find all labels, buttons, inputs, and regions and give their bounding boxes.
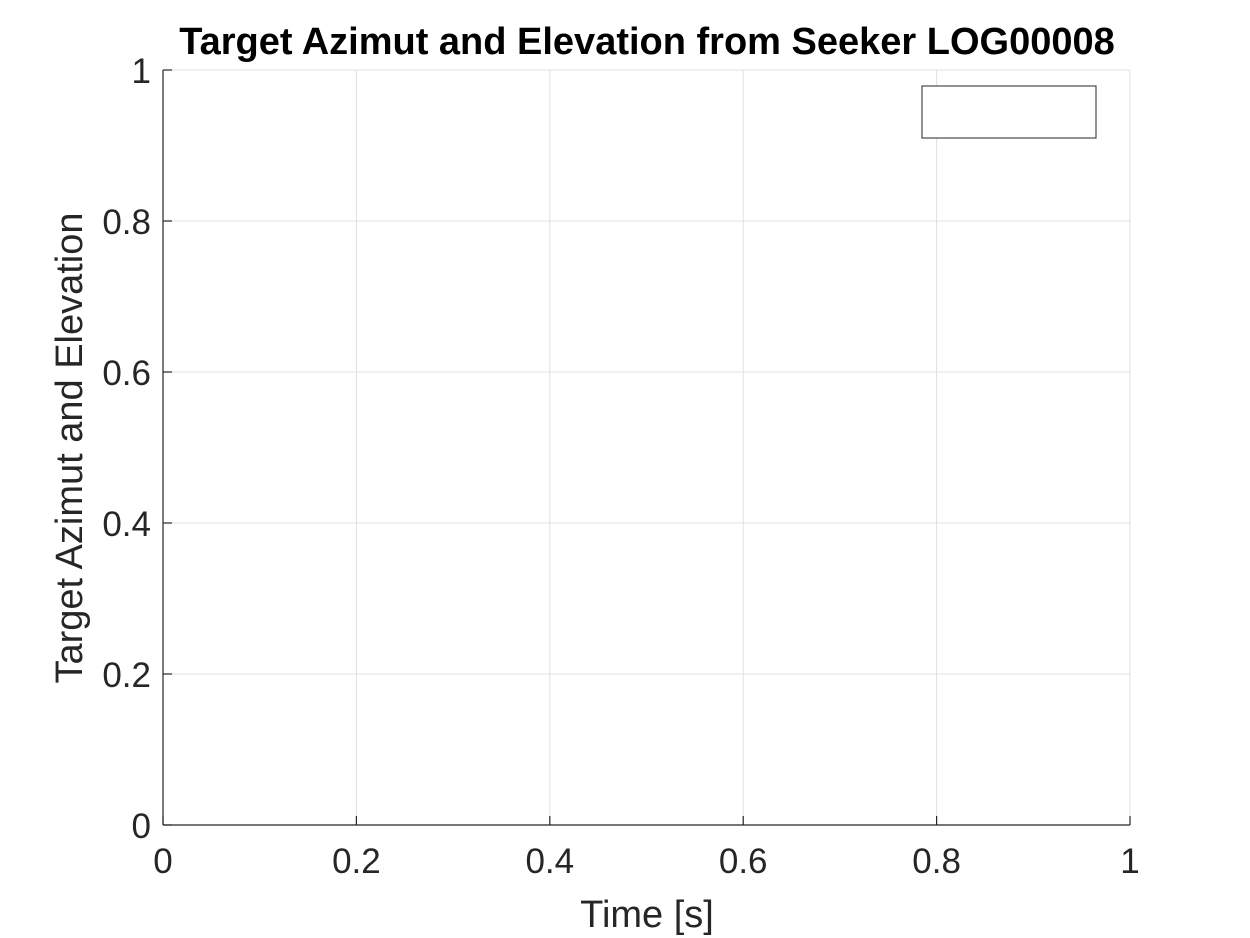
x-tick-label: 0.2	[332, 842, 381, 881]
x-tick-label: 0	[153, 842, 172, 881]
ticks-layer: 0 0.2 0.4 0.6 0.8 1 0 0.2 0.4 0.6 0.8 1	[102, 52, 1139, 881]
x-tick-label: 0.6	[719, 842, 768, 881]
y-tick-label: 0	[132, 807, 151, 846]
y-tick-label: 0.6	[102, 354, 151, 393]
y-axis-label: Target Azimut and Elevation	[49, 212, 91, 683]
x-tick-label: 1	[1120, 842, 1139, 881]
legend-layer	[921, 85, 1097, 139]
y-tick-label: 0.4	[102, 505, 151, 544]
y-tick-label: 0.2	[102, 656, 151, 695]
y-tick-label: 1	[132, 52, 151, 91]
legend-box	[921, 85, 1097, 139]
x-tick-label: 0.8	[912, 842, 961, 881]
y-tick-label: 0.8	[102, 203, 151, 242]
chart-title: Target Azimut and Elevation from Seeker …	[179, 21, 1115, 63]
x-tick-label: 0.4	[525, 842, 574, 881]
grid-layer	[163, 69, 1131, 825]
axes-layer	[162, 70, 1130, 826]
x-axis-label: Time [s]	[580, 894, 714, 936]
